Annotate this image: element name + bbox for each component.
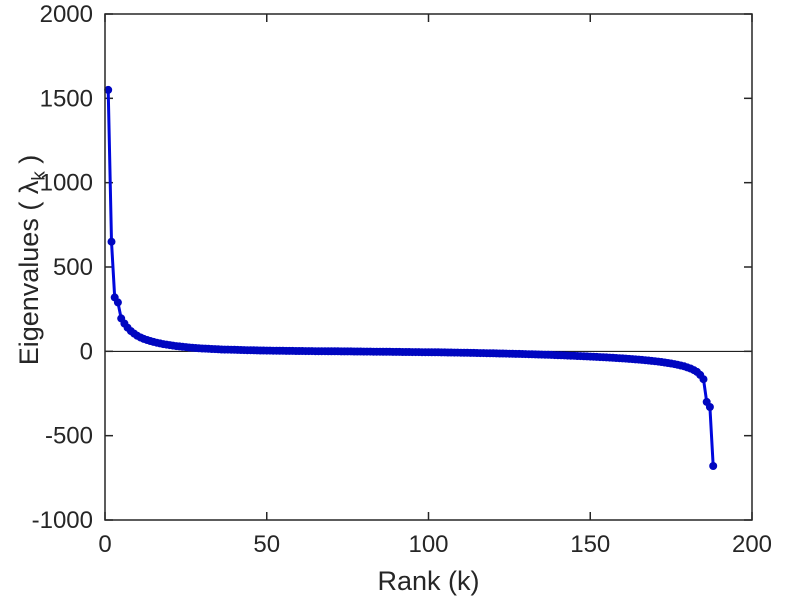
y-tick-label: 2000 — [40, 1, 93, 28]
y-axis-label-text: Eigenvalues ( λk ) — [14, 155, 50, 366]
data-point-marker — [699, 375, 708, 384]
y-tick-label: 1000 — [40, 170, 93, 197]
y-label-suffix: ) — [14, 154, 44, 172]
y-tick-label: -1000 — [32, 507, 93, 534]
x-tick-label: 0 — [98, 531, 111, 558]
x-tick-label: 100 — [408, 531, 448, 558]
data-point-marker — [709, 462, 718, 470]
y-tick-label: -500 — [45, 423, 93, 450]
x-tick-label: 50 — [253, 531, 280, 558]
y-label-prefix: Eigenvalues ( — [14, 194, 44, 366]
axes-box — [104, 13, 753, 521]
data-point-marker — [705, 403, 714, 411]
x-axis-label-text: Rank (k) — [377, 566, 480, 596]
x-tick-label: 200 — [732, 531, 772, 558]
data-point-marker — [104, 85, 113, 94]
lambda-subscript: k — [28, 171, 50, 181]
x-tick-label: 150 — [570, 531, 610, 558]
x-axis-label: Rank (k) — [0, 566, 792, 597]
y-tick-label: 1500 — [40, 85, 93, 112]
eigenvalue-line — [106, 88, 715, 468]
lambda-symbol: λ — [14, 180, 44, 195]
data-point-marker — [107, 237, 116, 246]
data-point-marker — [113, 298, 122, 307]
y-tick-label: 500 — [53, 254, 93, 281]
y-tick-label: 0 — [80, 338, 93, 365]
